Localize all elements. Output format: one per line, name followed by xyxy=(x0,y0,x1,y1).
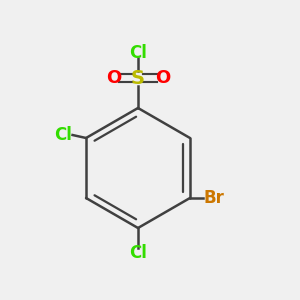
Text: Cl: Cl xyxy=(55,126,73,144)
Text: O: O xyxy=(106,69,121,87)
Text: Cl: Cl xyxy=(129,244,147,262)
Text: Cl: Cl xyxy=(129,44,147,62)
Text: O: O xyxy=(155,69,170,87)
Text: S: S xyxy=(131,68,145,88)
Text: Br: Br xyxy=(203,189,224,207)
